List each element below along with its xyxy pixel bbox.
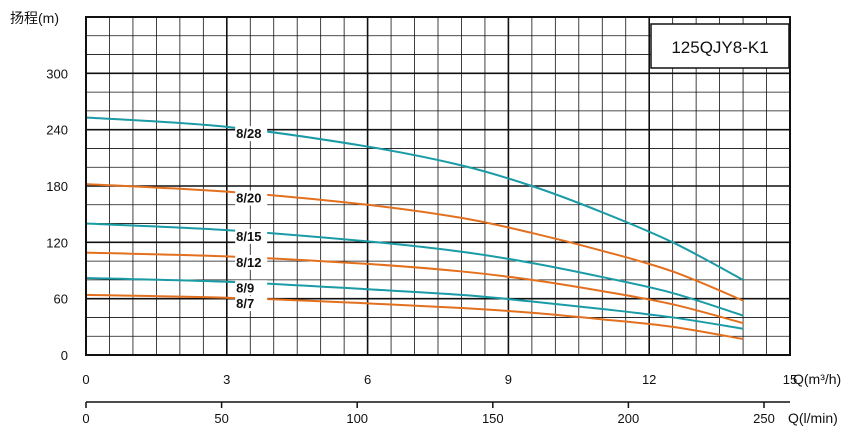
x-tick-label: 3 (223, 372, 230, 387)
model-label-box (650, 23, 790, 69)
curve-label-bg (235, 228, 268, 244)
x2-axis-title: Q(l/min) (788, 410, 838, 426)
y-tick-label: 0 (61, 348, 68, 363)
x2-tick-labels: 0 50 100 150 200 250 (82, 411, 774, 426)
curve-label-bg (235, 254, 268, 270)
chart-title: 125QJY8-K1 (671, 38, 768, 57)
y-tick-label: 60 (54, 292, 68, 307)
y-tick-label: 180 (46, 179, 68, 194)
curve-labels: 8/28 8/20 8/15 8/12 8/98/7 (235, 126, 268, 312)
curve-8-15 (85, 222, 744, 317)
y-tick-label: 120 (46, 235, 68, 250)
x2-tick-label: 100 (346, 411, 368, 426)
curve-label-bg (235, 280, 268, 296)
plot-border (85, 16, 791, 356)
x2-tick-marks (85, 402, 765, 408)
curve-label-8-7: 8/7 (236, 296, 254, 311)
x-tick-label: 0 (82, 372, 89, 387)
performance-curves (85, 116, 744, 341)
y-tick-label: 300 (46, 66, 68, 81)
curve-8-9 (85, 277, 744, 330)
x-tick-label: 15 (783, 372, 797, 387)
curve-8-7 (85, 293, 744, 341)
curve-label-8-12: 8/12 (236, 255, 261, 270)
curve-8-12 (85, 251, 744, 325)
curve-label-bg (235, 296, 268, 312)
curve-label-bg (235, 190, 268, 206)
curve-label-bg (235, 126, 268, 142)
curve-label-8-15: 8/15 (236, 229, 261, 244)
x-tick-labels: 0 3 6 9 12 15 (82, 372, 797, 387)
x-tick-label: 9 (505, 372, 512, 387)
x2-tick-label: 150 (482, 411, 504, 426)
x2-tick-label: 200 (618, 411, 640, 426)
y-tick-label: 240 (46, 123, 68, 138)
curve-8-20 (85, 183, 744, 302)
y-axis-title: 扬程(m) (10, 10, 59, 26)
curve-label-8-9: 8/9 (236, 280, 254, 295)
x2-tick-label: 250 (753, 411, 775, 426)
x2-tick-label: 0 (82, 411, 89, 426)
x2-tick-label: 50 (214, 411, 228, 426)
y-tick-labels: 0 60 120 180 240 300 (46, 66, 68, 363)
x-tick-label: 6 (364, 372, 371, 387)
curve-label-8-20: 8/20 (236, 191, 261, 206)
x-axis-title: Q(m³/h) (793, 371, 841, 387)
curve-label-8-28: 8/28 (236, 126, 261, 141)
curve-8-28 (85, 116, 744, 281)
x-tick-label: 12 (642, 372, 656, 387)
